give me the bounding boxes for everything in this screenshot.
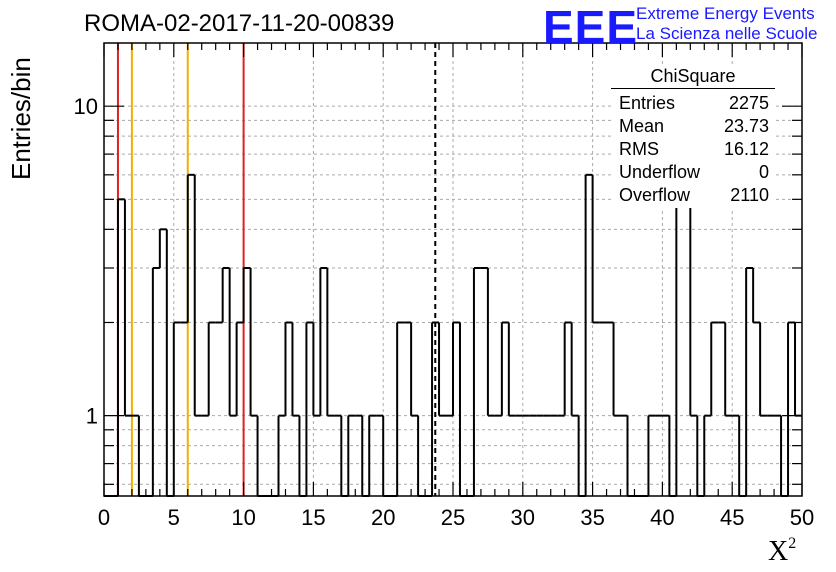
eee-logo-line1: Extreme Energy Events <box>636 4 815 23</box>
x-axis-label: X2 <box>768 535 797 567</box>
stats-row-entries: Entries 2275 <box>619 93 769 114</box>
stats-value: 16.12 <box>723 139 769 159</box>
stats-label: Underflow <box>619 162 701 182</box>
y-axis-label: Entries/bin <box>6 57 36 180</box>
x-tick-label: 10 <box>231 505 255 530</box>
stats-value: 23.73 <box>723 116 769 136</box>
x-tick-label: 5 <box>168 505 180 530</box>
stats-value: 0 <box>758 162 769 182</box>
run-title: ROMA-02-2017-11-20-00839 <box>84 10 395 37</box>
x-tick-label: 45 <box>720 505 744 530</box>
x-tick-label: 35 <box>580 505 604 530</box>
axis-ticks <box>103 43 803 496</box>
stats-label: Entries <box>619 93 676 113</box>
x-tick-label: 50 <box>790 505 814 530</box>
stats-label: Mean <box>619 116 665 136</box>
stats-label: Overflow <box>619 185 691 205</box>
stats-value: 2110 <box>730 185 769 205</box>
y-tick-label: 10 <box>74 94 98 119</box>
histogram-series <box>104 173 802 497</box>
x-tick-label: 25 <box>441 505 465 530</box>
eee-logo: EEE <box>543 1 639 53</box>
stats-row-overflow: Overflow 2110 <box>619 185 769 206</box>
stats-value: 2275 <box>728 93 769 113</box>
x-tick-label: 30 <box>511 505 535 530</box>
reference-lines <box>116 43 437 496</box>
stats-row-mean: Mean 23.73 <box>619 116 769 137</box>
axis-tick-labels: 0 5 10 15 20 25 30 35 40 45 50 1 10 <box>74 94 815 530</box>
x-tick-label: 15 <box>301 505 325 530</box>
stats-row-rms: RMS 16.12 <box>619 139 769 160</box>
stats-title: ChiSquare <box>611 66 775 89</box>
y-tick-label: 1 <box>86 404 98 429</box>
x-tick-label: 0 <box>98 505 110 530</box>
x-tick-label: 20 <box>371 505 395 530</box>
eee-logo-line2: La Scienza nelle Scuole <box>636 24 818 43</box>
stats-box: ChiSquare Entries 2275 Mean 23.73 RMS 16… <box>611 66 775 208</box>
stats-row-underflow: Underflow 0 <box>619 162 769 183</box>
x-tick-label: 40 <box>650 505 674 530</box>
stats-label: RMS <box>619 139 659 159</box>
